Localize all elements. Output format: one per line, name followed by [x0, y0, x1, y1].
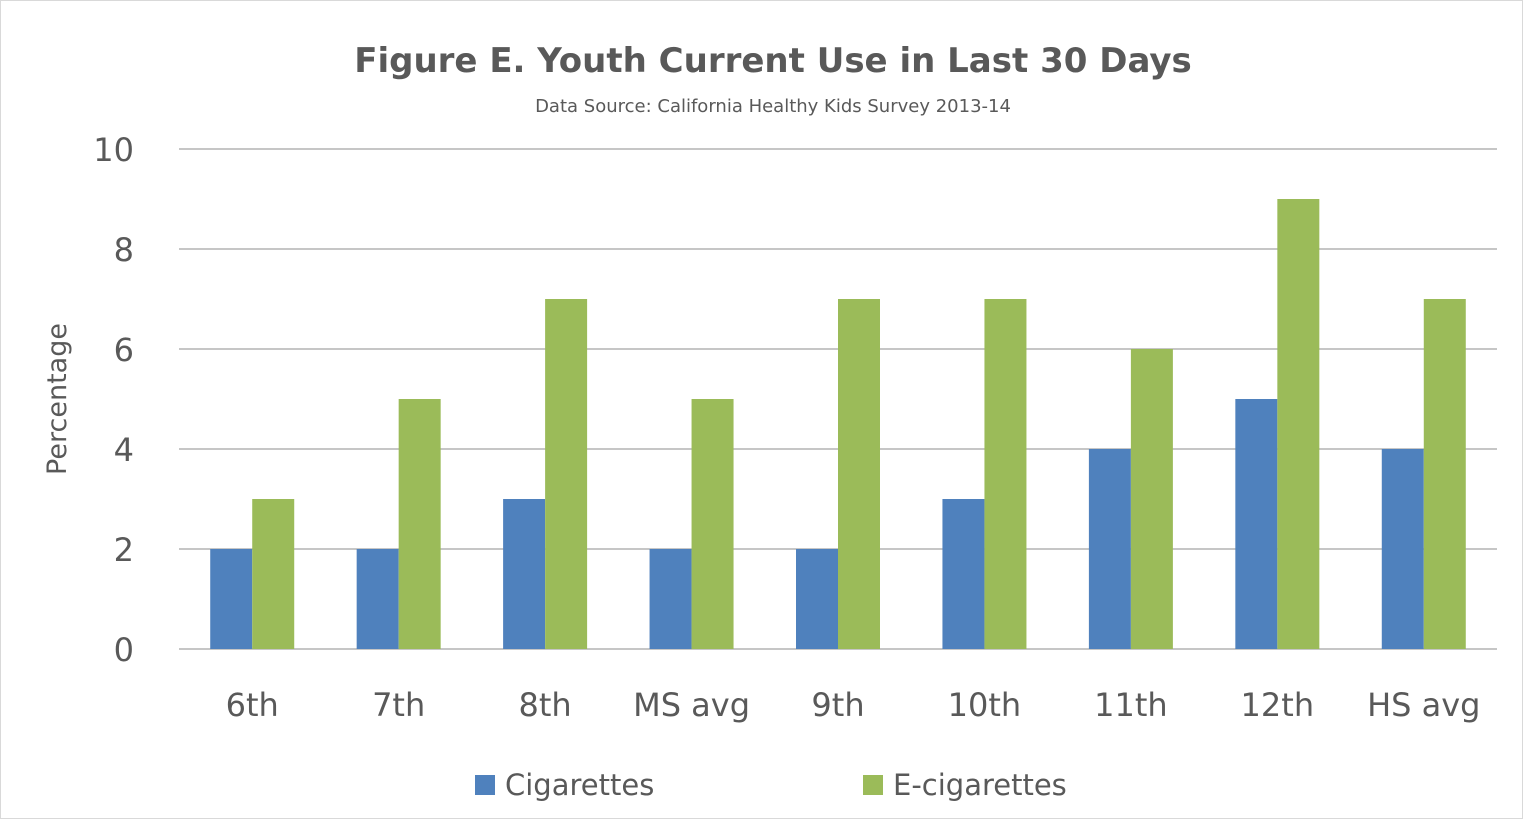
- bar-e-cigarettes-hs-avg: [1423, 299, 1466, 649]
- x-tick-label: 10th: [948, 686, 1022, 724]
- x-tick-label: 6th: [226, 686, 279, 724]
- bar-e-cigarettes-6th: [252, 499, 295, 649]
- bar-cigarettes-9th: [796, 549, 838, 649]
- y-tick-label: 8: [114, 231, 134, 269]
- bar-e-cigarettes-ms-avg: [691, 399, 734, 649]
- x-axis-ticks: 6th 7th 8th MS avg 9th 10th 11th 12th HS avg: [226, 686, 1481, 724]
- y-tick-label: 6: [114, 331, 134, 369]
- x-tick-label: MS avg: [633, 686, 750, 724]
- chart-title: Figure E. Youth Current Use in Last 30 D…: [354, 41, 1192, 81]
- bar-cigarettes-12th: [1235, 399, 1278, 649]
- y-tick-label: 2: [114, 531, 134, 569]
- x-tick-label: 9th: [811, 686, 864, 724]
- bars: [210, 199, 1466, 649]
- bar-e-cigarettes-11th: [1130, 349, 1173, 649]
- x-tick-label: 8th: [519, 686, 572, 724]
- bar-e-cigarettes-9th: [838, 299, 880, 649]
- legend-label-e-cigarettes: E-cigarettes: [893, 768, 1067, 802]
- x-tick-label: 11th: [1094, 686, 1168, 724]
- bar-e-cigarettes-10th: [984, 299, 1027, 649]
- x-tick-label: 12th: [1241, 686, 1315, 724]
- chart-subtitle: Data Source: California Healthy Kids Sur…: [535, 96, 1011, 117]
- bar-cigarettes-8th: [503, 499, 546, 649]
- bar-cigarettes-ms-avg: [649, 549, 692, 649]
- bar-cigarettes-6th: [210, 549, 253, 649]
- bar-cigarettes-10th: [942, 499, 985, 649]
- bar-e-cigarettes-7th: [398, 399, 441, 649]
- y-tick-label: 10: [93, 131, 134, 169]
- bar-e-cigarettes-8th: [545, 299, 588, 649]
- y-tick-label: 4: [114, 431, 134, 469]
- legend-swatch-e-cigarettes: [863, 775, 883, 795]
- legend: Cigarettes E-cigarettes: [475, 768, 1067, 802]
- y-axis-ticks: 0 2 4 6 8 10: [93, 131, 134, 669]
- legend-swatch-cigarettes: [475, 775, 495, 795]
- bar-cigarettes-7th: [356, 549, 399, 649]
- bar-e-cigarettes-12th: [1277, 199, 1320, 649]
- x-tick-label: HS avg: [1367, 686, 1480, 724]
- x-tick-label: 7th: [372, 686, 425, 724]
- bar-cigarettes-hs-avg: [1381, 449, 1424, 649]
- y-tick-label: 0: [114, 631, 134, 669]
- legend-label-cigarettes: Cigarettes: [505, 768, 654, 802]
- bar-cigarettes-11th: [1088, 449, 1131, 649]
- y-axis-label: Percentage: [42, 323, 73, 475]
